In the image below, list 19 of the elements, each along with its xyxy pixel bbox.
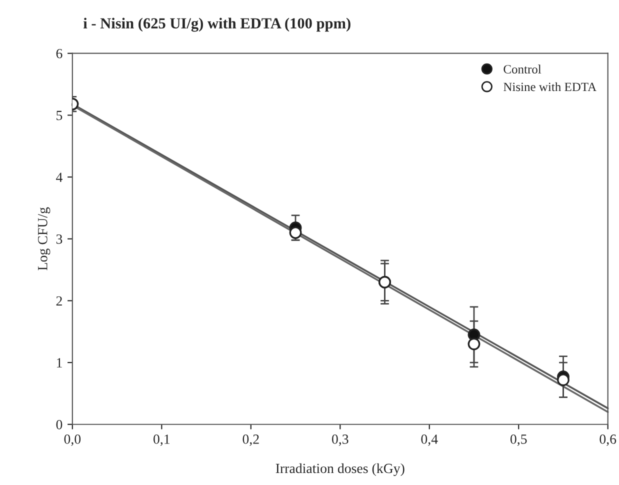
y-tick-label: 5 bbox=[56, 110, 62, 120]
x-tick-label: 0,1 bbox=[154, 434, 170, 446]
y-tick-label: 6 bbox=[56, 48, 62, 58]
legend-label: Nisine with EDTA bbox=[504, 82, 597, 92]
y-tick-label: 4 bbox=[56, 172, 62, 182]
y-tick-label: 3 bbox=[56, 234, 62, 244]
y-tick-label: 2 bbox=[56, 296, 62, 306]
x-tick-label: 0,3 bbox=[332, 434, 348, 446]
y-tick-label: 1 bbox=[56, 358, 62, 368]
x-tick-label: 0,5 bbox=[510, 434, 527, 446]
legend-label: Control bbox=[504, 64, 542, 74]
chart-title: i - Nisin (625 UI/g) with EDTA (100 ppm) bbox=[83, 18, 350, 32]
y-axis-title: Log CFU/g bbox=[38, 207, 50, 270]
x-tick-label: 0,4 bbox=[421, 434, 438, 446]
x-tick-label: 0,0 bbox=[64, 434, 81, 446]
x-axis-title: Irradiation doses (kGy) bbox=[276, 463, 404, 476]
y-tick-label: 0 bbox=[56, 420, 62, 430]
x-tick-label: 0,6 bbox=[600, 434, 616, 446]
x-tick-label: 0,2 bbox=[242, 434, 259, 446]
